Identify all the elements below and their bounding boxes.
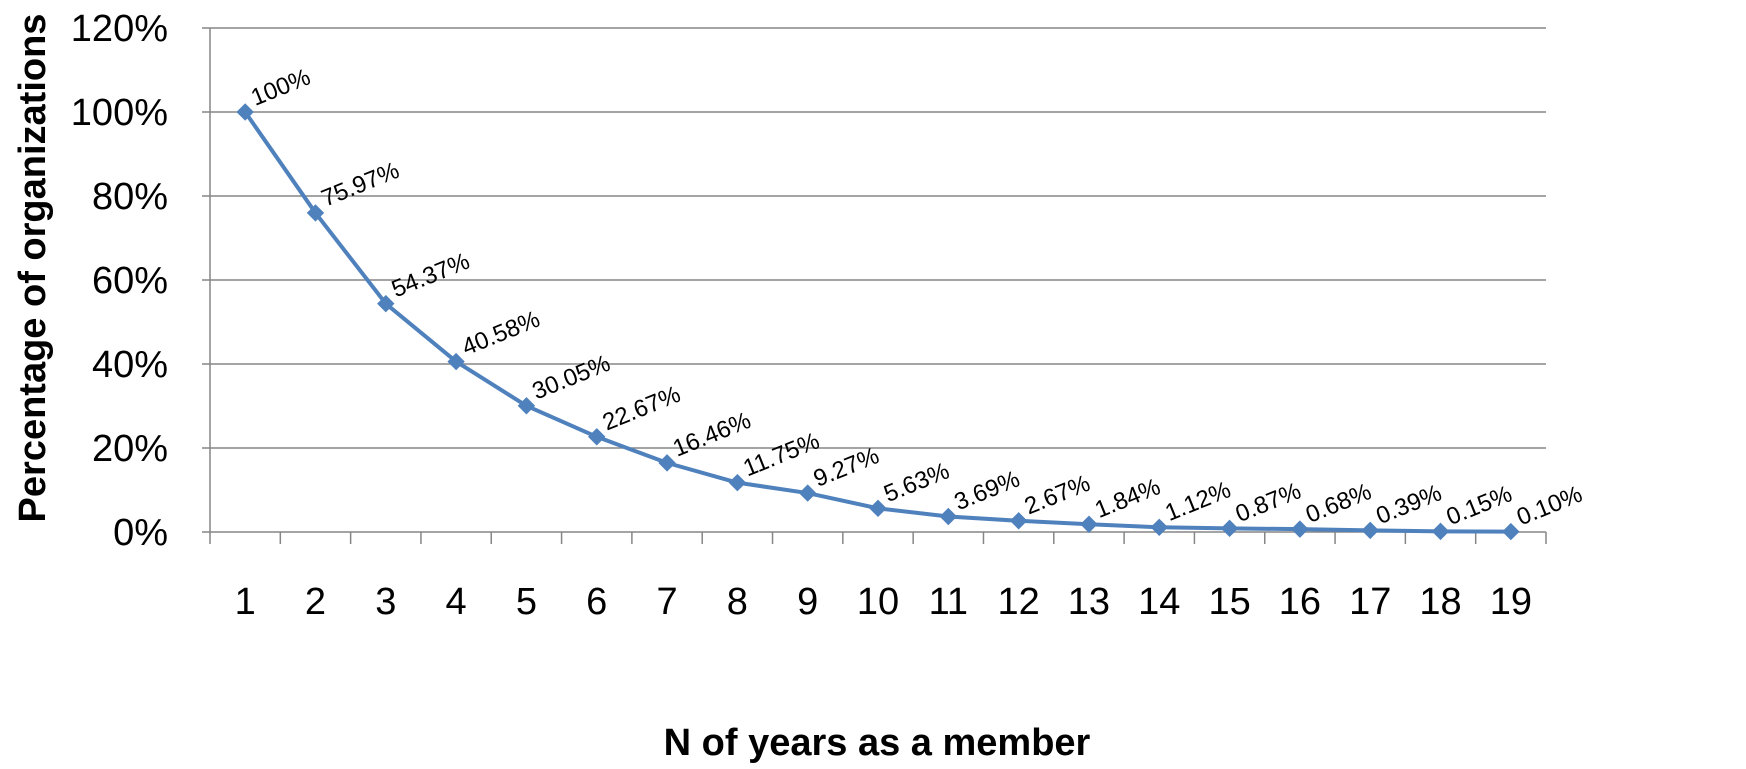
data-label: 22.67% [599,381,685,437]
x-tick-label: 10 [857,581,899,623]
data-label: 0.68% [1302,478,1375,529]
axes [202,27,1547,544]
data-label: 3.69% [950,466,1023,517]
data-labels: 100%75.97% 54.37%40.58%30.05%22.67%16.46%… [247,64,1586,532]
data-point-marker [236,103,254,121]
x-tick-label: 9 [797,581,818,623]
data-point-marker [1009,512,1028,530]
data-label: 0.10% [1513,481,1586,532]
data-point-marker [658,454,676,472]
data-label: 0.87% [1232,477,1305,528]
data-point-marker [1361,521,1379,540]
data-point-marker [869,499,887,518]
data-point-marker [306,204,325,222]
data-point-marker [1220,519,1239,538]
x-tick-label: 11 [929,581,968,623]
x-tick-labels: 1 2 3 4 5 6 7 8 9 10 11 12 13 14 15 16 17 18 19 [235,581,1532,623]
series [236,103,1520,541]
x-tick-label: 6 [586,581,607,623]
data-label: 100% [247,64,314,112]
y-axis-title: Percentage of organizations [12,14,54,523]
x-tick-label: 7 [656,581,677,623]
data-point-marker [447,352,465,371]
x-tick-label: 18 [1419,581,1461,623]
y-tick-label: 40% [92,344,168,386]
x-tick-label: 16 [1279,581,1321,623]
data-point-marker [588,428,606,446]
data-point-marker [1502,522,1520,541]
data-label: 0.15% [1443,480,1516,531]
data-label: 30.05% [529,350,615,406]
x-tick-label: 1 [235,581,256,623]
gridlines [210,27,1546,449]
data-label: 16.46% [669,407,755,463]
y-tick-label: 100% [71,92,168,134]
y-tick-label: 20% [92,428,168,470]
x-tick-label: 2 [305,581,326,623]
data-point-marker [939,507,958,526]
data-point-marker [1291,520,1309,538]
data-label: 1.84% [1091,473,1164,524]
data-point-marker [728,473,747,492]
data-label: 40.58% [458,306,544,362]
x-tick-label: 17 [1349,581,1391,623]
y-tick-label: 120% [71,8,168,50]
x-tick-label: 14 [1138,581,1180,623]
data-point-marker [798,484,817,502]
y-tick-labels: 0% 20% 40% 60% 80% 100% 120% [71,8,168,554]
x-tick-label: 5 [516,581,537,623]
data-label: 11.75% [740,427,824,482]
data-label: 2.67% [1021,470,1094,521]
data-label: 0.39% [1372,479,1445,530]
x-tick-label: 15 [1208,581,1250,623]
data-point-marker [1150,518,1168,537]
y-tick-label: 60% [92,260,168,302]
data-label: 75.97% [318,157,404,213]
data-point-marker [1080,515,1098,533]
data-label: 5.63% [880,457,953,508]
x-tick-label: 3 [375,581,396,623]
x-axis-title: N of years as a member [664,722,1091,764]
x-tick-label: 8 [727,581,748,623]
x-tick-label: 4 [446,581,467,623]
data-point-marker [377,294,395,313]
x-tick-label: 13 [1068,581,1110,623]
data-label: 54.37% [388,248,474,304]
data-point-marker [517,397,536,415]
data-label: 1.12% [1161,476,1234,527]
x-tick-label: 12 [997,581,1039,623]
y-tick-label: 80% [92,176,168,218]
y-tick-label: 0% [113,512,168,554]
x-tick-label: 19 [1490,581,1532,623]
data-point-marker [1431,522,1450,541]
